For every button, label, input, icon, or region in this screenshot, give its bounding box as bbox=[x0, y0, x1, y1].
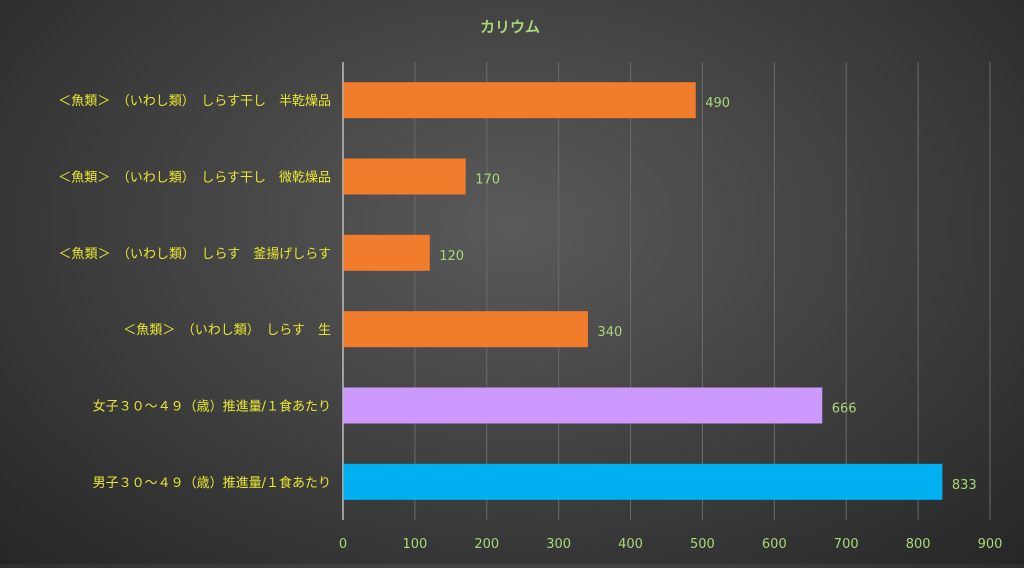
x-tick-label: 600 bbox=[762, 537, 787, 552]
category-label: ＜魚類＞ （いわし類） しらす 釜揚げしらす bbox=[59, 246, 331, 262]
x-tick-label: 0 bbox=[339, 537, 347, 552]
category-label: 女子３０～４９（歳）推進量/１食あたり bbox=[93, 399, 331, 415]
bar bbox=[343, 234, 430, 271]
x-tick-label: 300 bbox=[546, 537, 571, 552]
data-label: 490 bbox=[705, 96, 730, 111]
data-label: 120 bbox=[439, 249, 464, 264]
data-labels: 490 170 120 340 666 833 bbox=[439, 96, 976, 493]
category-label: ＜魚類＞ （いわし類） しらす干し 半乾燥品 bbox=[58, 94, 331, 109]
x-tick-label: 700 bbox=[834, 537, 859, 552]
category-label: 男子３０～４９（歳）推進量/１食あたり bbox=[93, 475, 331, 491]
x-tick-label: 900 bbox=[978, 537, 1003, 552]
bar bbox=[343, 463, 943, 500]
data-label: 666 bbox=[832, 402, 857, 417]
data-label: 833 bbox=[952, 478, 977, 493]
gridlines bbox=[342, 62, 991, 520]
category-label: ＜魚類＞ （いわし類） しらす 生 bbox=[123, 323, 331, 338]
chart-title: カリウム bbox=[480, 18, 540, 36]
x-axis-tick-labels: 0 100 200 300 400 500 600 700 800 900 bbox=[339, 537, 1003, 552]
x-tick-label: 800 bbox=[906, 537, 931, 552]
x-tick-label: 100 bbox=[402, 537, 427, 552]
bar bbox=[343, 387, 823, 424]
data-label: 340 bbox=[597, 325, 622, 340]
bar bbox=[343, 158, 466, 195]
x-tick-label: 200 bbox=[474, 537, 499, 552]
category-labels: ＜魚類＞ （いわし類） しらす干し 半乾燥品 ＜魚類＞ （いわし類） しらす干し … bbox=[58, 94, 331, 491]
data-label: 170 bbox=[475, 173, 500, 188]
x-tick-label: 500 bbox=[690, 537, 715, 552]
bar bbox=[343, 311, 588, 348]
bar bbox=[343, 82, 696, 119]
bars bbox=[343, 82, 943, 500]
x-tick-label: 400 bbox=[618, 537, 643, 552]
category-label: ＜魚類＞ （いわし類） しらす干し 微乾燥品 bbox=[58, 171, 331, 186]
